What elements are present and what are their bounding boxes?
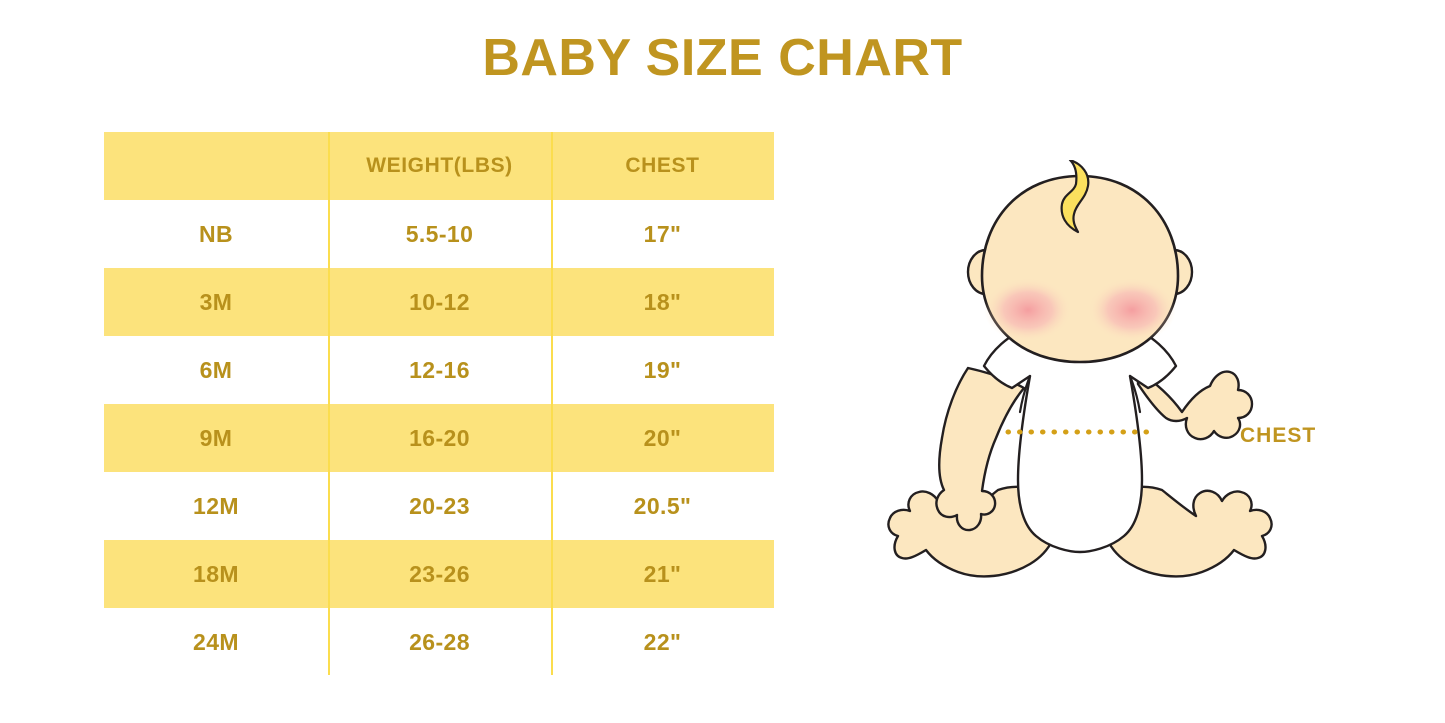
baby-right-arm — [1136, 370, 1254, 441]
cell-chest: 18" — [551, 268, 774, 336]
baby-right-cheek-blush — [1088, 278, 1176, 342]
table-row: 6M 12-16 19" — [104, 336, 774, 404]
cell-chest: 17" — [551, 200, 774, 268]
cell-size: 3M — [104, 268, 328, 336]
table-row: NB 5.5-10 17" — [104, 200, 774, 268]
table-row: 3M 10-12 18" — [104, 268, 774, 336]
cell-weight: 5.5-10 — [328, 200, 551, 268]
column-header-size — [104, 132, 328, 200]
table-column-divider-2 — [551, 132, 553, 675]
table-column-divider-1 — [328, 132, 330, 675]
table-row: 24M 26-28 22" — [104, 608, 774, 676]
cell-weight: 23-26 — [328, 540, 551, 608]
page-title: BABY SIZE CHART — [482, 29, 963, 87]
table-row: 9M 16-20 20" — [104, 404, 774, 472]
cell-size: NB — [104, 200, 328, 268]
baby-left-cheek-blush — [984, 278, 1072, 342]
cell-size: 18M — [104, 540, 328, 608]
baby-left-arm — [935, 366, 1026, 532]
column-header-chest: CHEST — [551, 132, 774, 200]
baby-sleeve-fold-right — [1128, 374, 1142, 414]
table-row: 18M 23-26 21" — [104, 540, 774, 608]
baby-hair-curl — [1060, 160, 1090, 234]
table-row: 12M 20-23 20.5" — [104, 472, 774, 540]
table-header-row: WEIGHT(LBS) CHEST — [104, 132, 774, 200]
cell-weight: 12-16 — [328, 336, 551, 404]
cell-chest: 20.5" — [551, 472, 774, 540]
baby-onesie — [982, 312, 1178, 554]
cell-size: 6M — [104, 336, 328, 404]
cell-weight: 26-28 — [328, 608, 551, 676]
baby-right-leg — [1102, 485, 1273, 578]
cell-weight: 16-20 — [328, 404, 551, 472]
cell-chest: 19" — [551, 336, 774, 404]
cell-weight: 20-23 — [328, 472, 551, 540]
baby-illustration-svg — [887, 160, 1273, 578]
chest-measure-label: CHEST — [1240, 424, 1317, 447]
cell-size: 24M — [104, 608, 328, 676]
baby-sleeve-fold-left — [1018, 374, 1032, 414]
table-body: NB 5.5-10 17" 3M 10-12 18" 6M 12-16 19" … — [104, 200, 774, 676]
cell-chest: 20" — [551, 404, 774, 472]
column-header-weight: WEIGHT(LBS) — [328, 132, 551, 200]
cell-weight: 10-12 — [328, 268, 551, 336]
cell-chest: 22" — [551, 608, 774, 676]
cell-size: 12M — [104, 472, 328, 540]
baby-size-table: WEIGHT(LBS) CHEST NB 5.5-10 17" 3M 10-12… — [104, 132, 774, 676]
cell-chest: 21" — [551, 540, 774, 608]
cell-size: 9M — [104, 404, 328, 472]
